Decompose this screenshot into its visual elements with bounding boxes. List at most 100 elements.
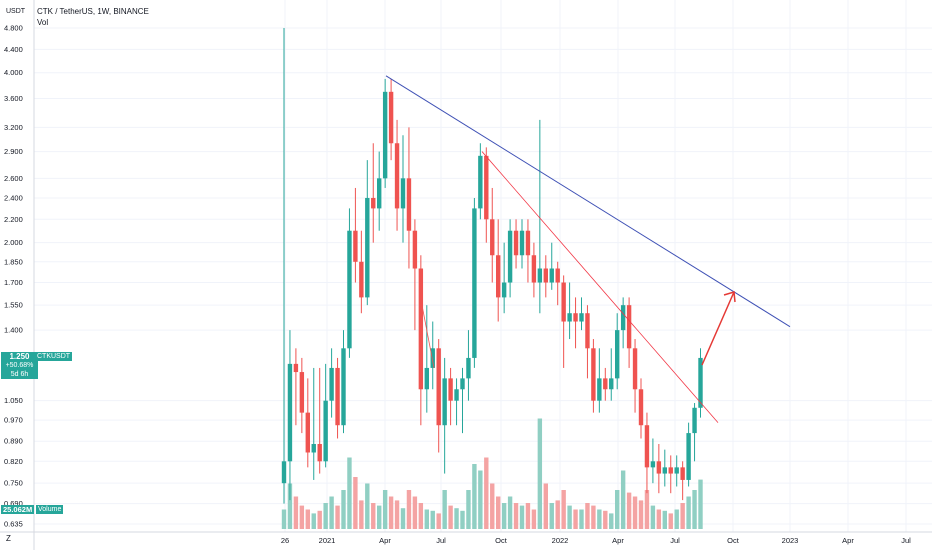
candle-body — [442, 378, 447, 426]
candle-body — [620, 305, 626, 331]
candle-body — [460, 378, 465, 390]
candle-body — [305, 412, 310, 453]
volume-bar — [382, 490, 388, 529]
y-tick-label: 2.200 — [4, 215, 23, 224]
candle-body — [287, 363, 293, 462]
time-to-close: 5d 6h — [10, 371, 29, 378]
volume-bar — [537, 418, 543, 529]
volume-bar — [418, 503, 424, 529]
candle-body — [549, 268, 554, 283]
candle-body — [591, 348, 596, 401]
x-tick-label: Apr — [379, 536, 391, 545]
trendline-red[interactable] — [481, 151, 719, 423]
y-tick-label: 3.200 — [4, 123, 23, 132]
volume-bar — [424, 509, 429, 529]
candle-body — [293, 363, 299, 373]
candle-body — [436, 348, 441, 426]
last-price-badge: 1.250 +50.68% 5d 6h — [1, 352, 38, 379]
candle-body — [513, 230, 519, 256]
volume-bar — [448, 505, 453, 529]
y-tick-label: 4.400 — [4, 45, 23, 54]
trendline-small-red[interactable] — [421, 305, 435, 369]
candle-body — [501, 282, 507, 298]
volume-bar — [597, 509, 602, 529]
candle-body — [478, 155, 483, 209]
candle-body — [632, 348, 638, 390]
candle-body — [597, 378, 602, 401]
x-tick-label: 2021 — [319, 536, 336, 545]
volume-bar — [531, 509, 537, 529]
volume-bar — [573, 509, 578, 529]
volume-bar — [585, 503, 590, 529]
volume-bar — [293, 496, 299, 529]
volume-bar — [519, 505, 525, 529]
candle-body — [519, 230, 525, 256]
volume-bar — [466, 490, 471, 529]
y-tick-label: 4.800 — [4, 24, 23, 33]
candle-body — [626, 305, 632, 349]
arrow-head — [723, 291, 736, 303]
volume-bar — [371, 503, 376, 529]
projection-arrow[interactable] — [701, 291, 735, 366]
volume-bar — [311, 513, 316, 529]
candle-body — [555, 268, 560, 283]
volume-bar — [365, 483, 370, 529]
candle-body — [680, 467, 685, 480]
volume-bar — [323, 503, 328, 529]
candle-body — [430, 348, 435, 368]
volume-value-badge: 25.062M — [1, 505, 35, 514]
candle-body — [412, 230, 418, 269]
volume-bar — [353, 477, 358, 529]
x-tick-label: 26 — [281, 536, 289, 545]
candle-body — [567, 313, 572, 322]
volume-bar — [615, 490, 620, 529]
timezone-button[interactable]: Z — [6, 534, 11, 543]
volume-bar — [609, 513, 614, 529]
candle-body — [561, 282, 566, 322]
volume-bar — [341, 490, 346, 529]
candle-body — [311, 443, 316, 453]
volume-bar — [329, 496, 334, 529]
x-tick-label: Oct — [727, 536, 740, 545]
volume-bar — [579, 509, 584, 529]
volume-bar — [388, 496, 394, 529]
y-tick-label: 2.600 — [4, 174, 23, 183]
candle-body — [406, 178, 412, 231]
volume-bar — [496, 496, 501, 529]
volume-bar — [359, 500, 364, 529]
volume-bar — [436, 513, 441, 529]
volume-bar — [430, 510, 435, 529]
volume-bar — [650, 505, 656, 529]
volume-bar — [317, 510, 322, 529]
volume-bar — [567, 505, 572, 529]
volume-bar — [478, 470, 483, 529]
price-change: +50.68% — [5, 362, 34, 369]
y-tick-label: 2.900 — [4, 147, 23, 156]
candle-body — [525, 230, 531, 256]
candle-body — [644, 425, 650, 468]
x-tick-label: Oct — [495, 536, 508, 545]
volume-bar — [484, 457, 489, 529]
y-tick-label: 0.890 — [4, 437, 23, 446]
symbol-title: CTK / TetherUS, 1W, BINANCE — [37, 7, 149, 16]
candle-body — [496, 255, 501, 298]
candle-body — [323, 400, 328, 462]
candle-body — [454, 389, 459, 401]
candle-body — [365, 197, 370, 298]
volume-bar — [347, 457, 352, 529]
candle-body — [388, 91, 394, 144]
volume-bar — [501, 503, 507, 529]
volume-bar — [442, 490, 447, 529]
y-tick-label: 0.820 — [4, 457, 23, 466]
candle-body — [424, 367, 429, 390]
trendline-blue[interactable] — [385, 75, 791, 328]
symbol-badge: CTKUSDT — [35, 352, 73, 361]
candle-body — [329, 367, 334, 401]
y-tick-label: 1.400 — [4, 326, 23, 335]
y-tick-label: 1.050 — [4, 396, 23, 405]
volume-bar — [638, 500, 644, 529]
volume-bar — [525, 503, 531, 529]
volume-bar — [412, 496, 418, 529]
